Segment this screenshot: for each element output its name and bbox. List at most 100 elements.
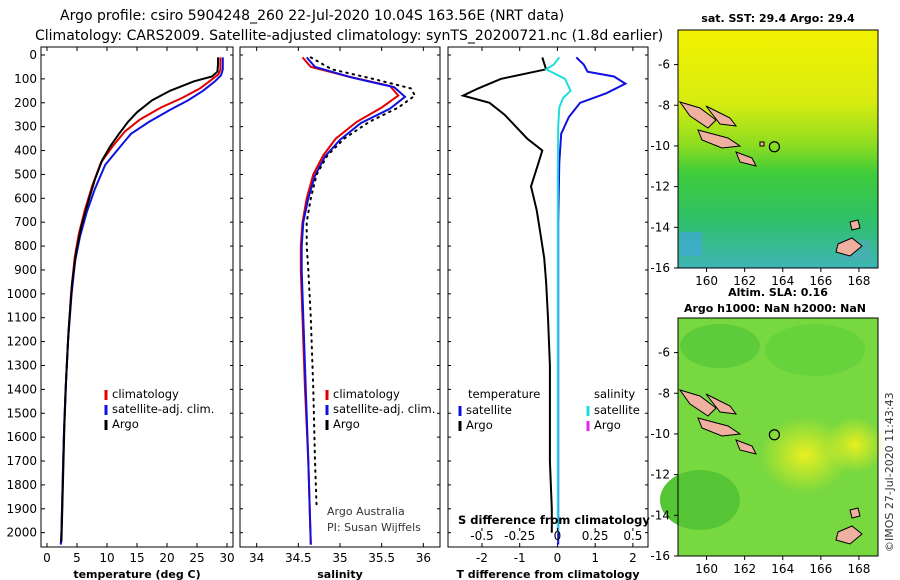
depth-tick-label: 200 <box>14 96 37 110</box>
s-difference-axis-label: S difference from climatology <box>458 513 650 527</box>
depth-tick-label: 500 <box>14 167 37 181</box>
depth-tick-label: 1700 <box>6 454 37 468</box>
s-diff-tick-label: 0.5 <box>623 529 642 543</box>
temperature-xlabel: temperature (deg C) <box>73 568 200 580</box>
legend-label: Argo <box>333 417 360 431</box>
salinity-tick-label: 35.5 <box>368 551 395 565</box>
map-lat-label: -16 <box>650 549 670 563</box>
depth-tick-label: 400 <box>14 144 37 158</box>
salinity-tick-label: 36 <box>416 551 431 565</box>
legend-label: satellite <box>466 403 512 417</box>
argo-location-marker <box>768 141 780 153</box>
legend-label: satellite-adj. clim. <box>333 402 435 416</box>
imos-credit: ©IMOS 27-Jul-2020 11:43:43 <box>883 392 896 552</box>
island-shape <box>697 417 742 437</box>
salinity-panel: 34 34.5 35 35.5 36 climatologysatellite-adj.… <box>239 46 441 580</box>
depth-tick-label: 1900 <box>6 502 37 516</box>
map-lat-label: -14 <box>650 220 670 234</box>
legend-label: Argo <box>112 417 139 431</box>
island-shape <box>849 507 861 519</box>
depth-tick-label: 100 <box>14 72 37 86</box>
island-shape <box>759 141 765 147</box>
sla-islands <box>678 389 863 545</box>
depth-tick-label: 700 <box>14 215 37 229</box>
s-diff-tick-label: 0.25 <box>582 529 609 543</box>
temperature-series-satellite-adj-clim- <box>59 57 224 545</box>
island-shape <box>705 105 738 127</box>
salinity-xlabel: salinity <box>317 568 363 580</box>
map-lon-label: 166 <box>809 562 832 576</box>
legend-label: satellite-adj. clim. <box>112 402 214 416</box>
map-lon-label: 160 <box>695 562 718 576</box>
sla-patch <box>660 470 740 530</box>
sla-map: Altim. SLA: 0.16 Argo h1000: NaN h2000: … <box>650 286 885 576</box>
difference-panel-frame <box>447 46 649 548</box>
map-lat-label: -8 <box>658 386 670 400</box>
sla-map-title: Altim. SLA: 0.16 <box>728 286 828 299</box>
legend-label: Argo <box>594 418 621 432</box>
salinity-tick-label: 34 <box>249 551 264 565</box>
temperature-tick-label: 15 <box>129 551 144 565</box>
island-shape <box>705 393 738 415</box>
depth-tick-label: 1400 <box>6 382 37 396</box>
island-shape <box>697 129 742 149</box>
temperature-tick-label: 30 <box>219 551 234 565</box>
legend-label: climatology <box>112 387 179 401</box>
difference-tick-label: 0 <box>554 551 562 565</box>
sst-map-frame <box>677 29 879 269</box>
sla-map-subtitle: Argo h1000: NaN h2000: NaN <box>684 302 866 315</box>
difference-panel: -2 -1 0 1 2 temperature salinitysatelliteArgo… <box>447 46 650 580</box>
argo-location-marker <box>768 429 780 441</box>
figure-title-line1: Argo profile: csiro 5904248_260 22-Jul-2… <box>60 8 564 24</box>
map-lon-label: 162 <box>733 274 756 288</box>
sst-map-title: sat. SST: 29.4 Argo: 29.4 <box>701 12 855 25</box>
temperature-tick-label: 5 <box>73 551 81 565</box>
depth-tick-label: 1000 <box>6 287 37 301</box>
temperature-series-climatology <box>59 57 222 545</box>
credit-line2: PI: Susan Wijffels <box>327 521 421 534</box>
map-lon-label: 164 <box>771 562 794 576</box>
temperature-tick-label: 10 <box>99 551 114 565</box>
sla-patch <box>680 324 760 368</box>
difference-tick-label: 2 <box>629 551 637 565</box>
s-diff-tick-label: -0.25 <box>504 529 535 543</box>
sst-islands <box>678 101 863 257</box>
map-lon-label: 162 <box>733 562 756 576</box>
island-shape <box>849 219 861 231</box>
legend-title-salinity: salinity <box>594 387 635 401</box>
depth-tick-label: 1800 <box>6 478 37 492</box>
difference-tick-label: -1 <box>514 551 526 565</box>
figure-title-line2: Climatology: CARS2009. Satellite-adjuste… <box>35 28 663 44</box>
depth-tick-label: 300 <box>14 120 37 134</box>
map-lon-label: 164 <box>771 274 794 288</box>
map-lat-label: -16 <box>650 261 670 275</box>
depth-tick-label: 0 <box>29 48 37 62</box>
sla-patch <box>765 324 865 376</box>
depth-tick-label: 800 <box>14 239 37 253</box>
temperature-tick-label: 20 <box>159 551 174 565</box>
depth-tick-label: 2000 <box>6 526 37 540</box>
island-shape <box>835 237 863 257</box>
depth-tick-label: 600 <box>14 191 37 205</box>
island-shape <box>835 525 863 545</box>
island-shape <box>735 439 757 455</box>
map-lon-label: 166 <box>809 274 832 288</box>
salinity-series-satellite-adj-clim- <box>300 56 407 545</box>
difference-tick-label: -2 <box>476 551 488 565</box>
legend-label: climatology <box>333 387 400 401</box>
temperature-series-argo <box>60 57 219 543</box>
island-shape <box>735 151 757 167</box>
map-lat-label: -12 <box>650 180 670 194</box>
depth-tick-label: 1500 <box>6 406 37 420</box>
temperature-tick-label: 0 <box>43 551 51 565</box>
island-shape <box>678 389 717 417</box>
sla-map-frame <box>677 317 879 557</box>
sla-high-patch <box>825 417 885 473</box>
difference-series-s-satellite <box>544 56 572 533</box>
map-lon-label: 168 <box>847 562 870 576</box>
salinity-tick-label: 34.5 <box>285 551 312 565</box>
difference-series-t-satellite <box>557 56 628 545</box>
salinity-panel-frame <box>239 46 441 548</box>
salinity-series-argo <box>305 56 417 510</box>
